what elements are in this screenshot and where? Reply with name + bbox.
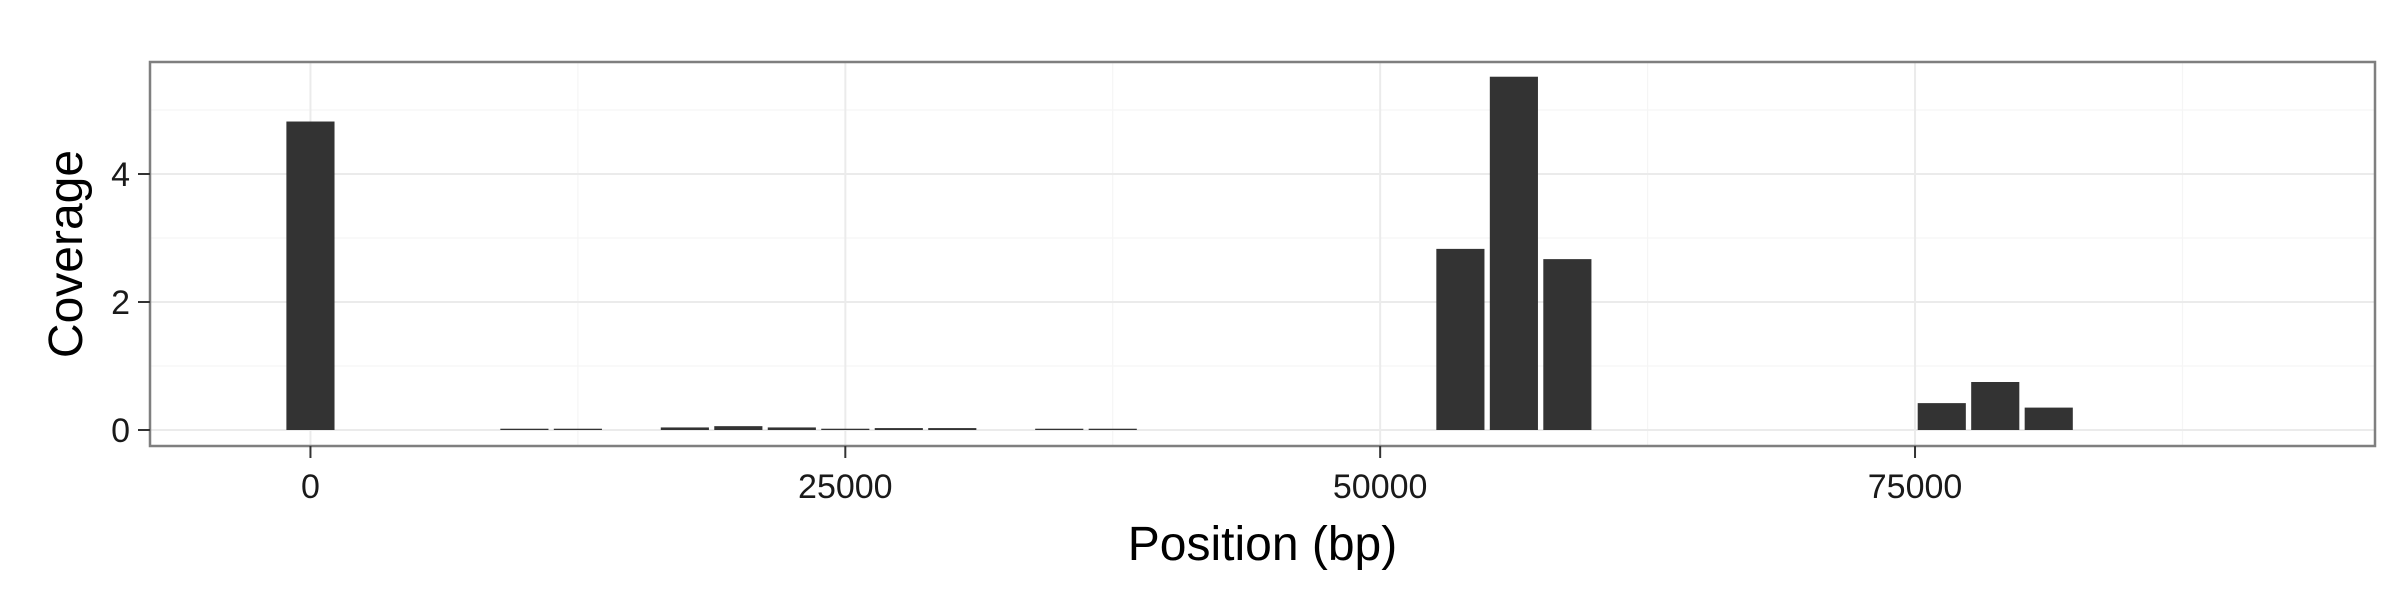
y-tick-label: 0 [111,412,130,450]
bar [500,428,549,430]
bars [286,76,2073,431]
panel-background [150,62,2375,446]
bar [660,427,709,430]
bar [1489,76,1538,430]
x-axis-title: Position (bp) [1128,518,1397,571]
bar [1088,428,1137,430]
bar [1436,248,1485,430]
bar [714,426,763,430]
minor-gridlines [150,62,2375,446]
y-axis: 0 2 4 [111,156,150,450]
bar [1971,382,2020,430]
bar [1543,259,1592,430]
x-axis: 0 25000 50000 75000 [301,446,1962,506]
panel [148,60,2377,448]
bar [821,428,870,430]
bar [767,427,816,430]
panel-border [148,60,2377,448]
bar [1035,428,1084,430]
bar [553,428,602,430]
x-tick-label: 0 [301,468,320,506]
bar [928,428,977,430]
x-tick-label: 25000 [798,468,893,506]
x-tick-label: 75000 [1868,468,1963,506]
x-tick-label: 50000 [1333,468,1428,506]
bar [1917,403,1966,430]
y-tick-label: 2 [111,284,130,322]
bar [2024,407,2073,430]
bar [874,428,923,430]
y-tick-label: 4 [111,156,130,194]
bar [286,121,335,431]
y-axis-title: Coverage [40,150,93,358]
